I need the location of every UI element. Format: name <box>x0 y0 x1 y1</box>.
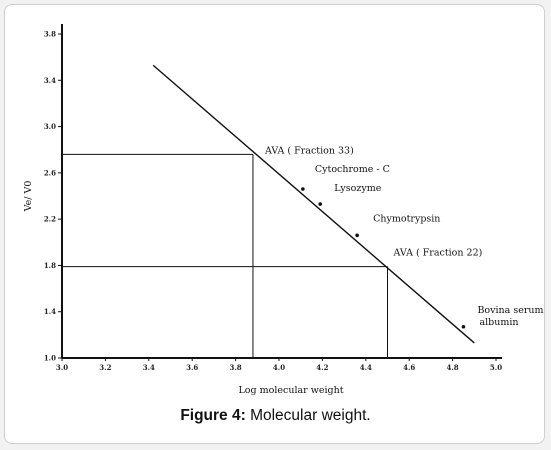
x-tick-label: 3.6 <box>186 363 198 372</box>
caption-text: Molecular weight. <box>245 407 371 424</box>
y-tick-label: 3.0 <box>44 122 56 131</box>
figure-frame <box>4 4 545 444</box>
y-tick-label: 1.0 <box>44 354 56 363</box>
data-point <box>355 233 359 238</box>
x-tick-label: 5.0 <box>490 363 502 372</box>
x-tick-label: 4.0 <box>273 363 285 372</box>
calibration-line <box>152 64 475 344</box>
point-annotations: AVA ( Fraction 33) Cytochrome - C Lysozyme… <box>264 145 544 327</box>
point-label: Bovina serum <box>477 305 543 316</box>
caption-prefix: Figure 4: <box>180 407 246 424</box>
point-label: Cytochrome - C <box>315 164 390 175</box>
point-label: AVA ( Fraction 22) <box>393 248 483 259</box>
x-tick-label: 3.0 <box>56 363 68 372</box>
x-tick-label: 3.4 <box>143 363 155 372</box>
x-tick-label: 3.2 <box>99 363 111 372</box>
point-label-continued: albumin <box>479 317 518 328</box>
x-axis-label: Log molecular weight <box>238 385 343 396</box>
y-tick-label: 1.4 <box>44 307 56 316</box>
y-tick-label: 2.6 <box>44 168 56 177</box>
x-tick-label: 3.8 <box>230 363 242 372</box>
figure-caption: Figure 4: Molecular weight. <box>0 407 551 425</box>
chart: 3.0 3.2 3.4 3.6 3.8 4.0 4.2 4.4 4.6 4.8 5.0 1.0 1.4… <box>23 24 544 396</box>
y-tick-label: 2.2 <box>44 215 56 224</box>
y-tick-label: 3.4 <box>44 76 56 85</box>
point-label: Chymotrypsin <box>373 213 440 224</box>
y-axis-label: Ve/ V0 <box>23 181 34 213</box>
guide-lines <box>62 153 388 358</box>
x-axis-ticks: 3.0 3.2 3.4 3.6 3.8 4.0 4.2 4.4 4.6 4.8 5.0 <box>56 358 502 372</box>
y-tick-label: 1.8 <box>44 261 56 270</box>
x-tick-label: 4.4 <box>360 363 372 372</box>
axes <box>61 24 502 359</box>
point-label: Lysozyme <box>334 183 381 194</box>
x-tick-label: 4.6 <box>403 363 415 372</box>
data-point <box>318 202 323 206</box>
data-point <box>301 187 305 191</box>
y-axis-ticks: 1.0 1.4 1.8 2.2 2.6 3.0 3.4 3.8 <box>44 30 62 363</box>
point-label: AVA ( Fraction 33) <box>264 145 354 156</box>
x-tick-label: 4.2 <box>316 363 328 372</box>
data-point <box>461 324 466 329</box>
y-tick-label: 3.8 <box>44 30 56 39</box>
x-tick-label: 4.8 <box>447 363 459 372</box>
calibration-series <box>152 64 475 344</box>
